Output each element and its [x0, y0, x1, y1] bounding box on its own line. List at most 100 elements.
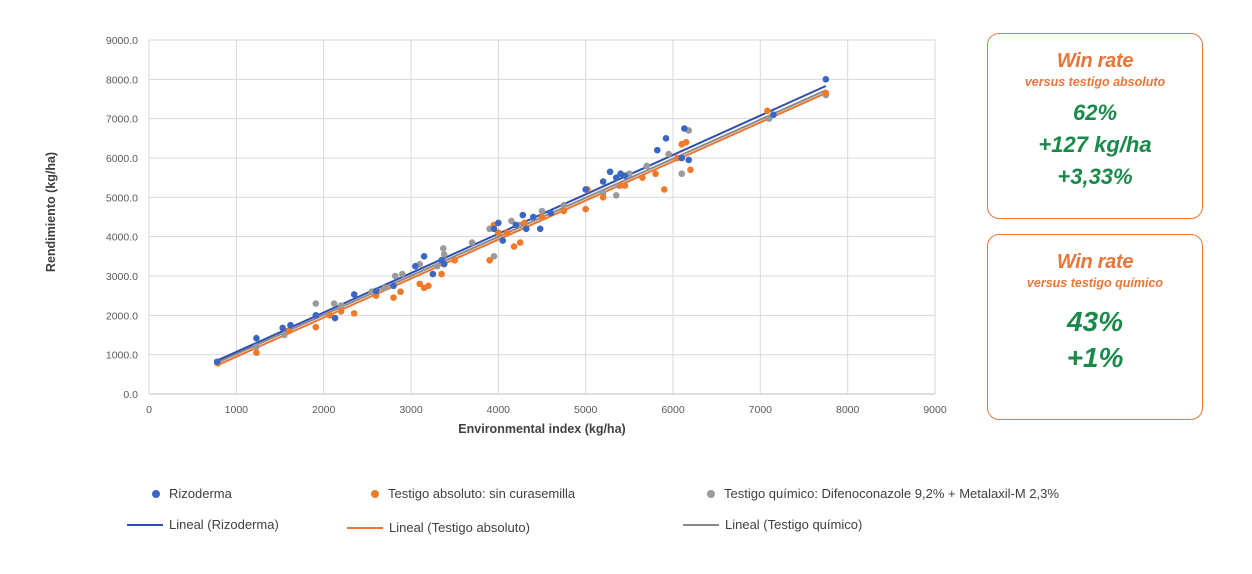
x-tick-label: 9000: [923, 404, 947, 416]
data-point: [606, 168, 614, 176]
data-point: [503, 229, 511, 237]
data-point: [312, 323, 320, 331]
legend-label: Lineal (Testigo absoluto): [389, 520, 530, 535]
data-point: [451, 256, 458, 264]
data-point: [253, 343, 260, 351]
legend-label: Testigo absoluto: sin curasemilla: [388, 486, 576, 501]
data-point: [285, 327, 293, 335]
legend-marker: [371, 489, 379, 498]
legend-label: Lineal (Testigo químico): [725, 517, 863, 532]
y-tick-label: 3000.0: [106, 271, 138, 283]
legend-marker: [152, 489, 160, 498]
y-axis-ticks: 0.0 1000.0 2000.0 3000.0 4000.0 5000.0 6000.0 7…: [106, 35, 138, 401]
data-point: [433, 262, 441, 270]
data-point: [822, 89, 830, 97]
y-tick-label: 2000.0: [106, 310, 138, 322]
legend-label: Lineal (Rizoderma): [169, 517, 279, 532]
data-point: [350, 291, 358, 298]
data-point: [582, 186, 589, 193]
legend-item-rizoderma: Rizoderma: [152, 486, 232, 501]
x-axis-label: Environmental index (kg/ha): [458, 422, 625, 436]
data-point: [822, 76, 830, 83]
data-point: [685, 156, 693, 164]
y-tick-label: 6000.0: [106, 153, 138, 165]
data-point: [770, 111, 777, 119]
data-point: [660, 186, 668, 193]
win-rate-value: 43%: [1066, 306, 1124, 337]
data-point: [372, 292, 380, 299]
legend-item-testigo-absoluto: Testigo absoluto: sin curasemilla: [371, 486, 575, 501]
data-point: [438, 270, 445, 278]
x-axis-ticks: 0 1000 2000 3000 4000 5000 6000 7000 8000 9000: [146, 404, 947, 416]
data-point: [621, 182, 629, 189]
legend-item-lineal-rizoderma: Lineal (Rizoderma): [127, 517, 279, 532]
data-point: [397, 288, 404, 296]
data-point: [420, 253, 428, 260]
data-point: [281, 331, 288, 339]
data-point: [279, 324, 286, 332]
y-tick-label: 1000.0: [106, 350, 138, 362]
card-subtitle: versus testigo químico: [1026, 276, 1164, 290]
data-point: [682, 138, 690, 146]
data-point: [612, 192, 620, 199]
legend-line-swatch: [347, 526, 383, 529]
data-point: [516, 239, 524, 246]
data-point: [687, 166, 694, 174]
data-point: [678, 154, 686, 162]
y-tick-label: 9000.0: [106, 35, 138, 47]
win-rate-card-quimico: Win rate versus testigo químico 43% +1%: [987, 234, 1203, 420]
data-point: [331, 314, 339, 322]
legend-marker: [707, 489, 715, 498]
data-point: [521, 219, 528, 227]
win-rate-value: 62%: [1072, 100, 1118, 125]
data-point: [440, 260, 448, 268]
data-point: [764, 107, 771, 115]
legend-item-lineal-quimico: Lineal (Testigo químico): [683, 517, 862, 532]
pct-difference-value: +3,33%: [1057, 164, 1133, 189]
y-tick-label: 7000.0: [106, 114, 138, 126]
data-point: [538, 207, 546, 215]
pct-difference-value: +1%: [1066, 342, 1124, 373]
data-point: [560, 207, 568, 215]
legend-line-swatch: [683, 523, 719, 526]
data-point: [490, 253, 498, 260]
x-tick-label: 6000: [661, 404, 685, 416]
data-point: [499, 237, 507, 244]
data-point: [643, 162, 651, 170]
data-point: [326, 312, 334, 319]
y-tick-label: 0.0: [123, 389, 138, 401]
legend-line-swatch: [127, 523, 163, 526]
data-point: [372, 287, 380, 295]
legend-item-testigo-quimico: Testigo químico: Difenoconazole 9,2% + M…: [707, 486, 1059, 501]
data-point: [337, 308, 345, 315]
data-point: [547, 209, 555, 217]
data-point: [416, 280, 424, 288]
data-point: [381, 284, 389, 292]
data-point: [522, 225, 530, 233]
x-tick-label: 4000: [487, 404, 511, 416]
win-rate-card-absoluto: Win rate versus testigo absoluto 62% +12…: [987, 33, 1203, 219]
data-point: [253, 334, 260, 342]
data-point: [639, 174, 646, 181]
data-point: [681, 125, 688, 132]
data-point: [287, 321, 294, 329]
data-point: [765, 115, 773, 122]
data-point: [337, 302, 345, 309]
x-tick-label: 0: [146, 404, 152, 416]
data-point: [390, 282, 397, 290]
data-point: [560, 201, 568, 209]
scatter-chart: 0.0 1000.0 2000.0 3000.0 4000.0 5000.0 6000.0 7…: [44, 35, 947, 436]
data-point: [490, 225, 498, 233]
y-tick-label: 5000.0: [106, 192, 138, 204]
x-tick-label: 1000: [225, 404, 249, 416]
data-point: [582, 205, 589, 213]
data-point: [495, 229, 502, 237]
x-tick-label: 8000: [836, 404, 860, 416]
data-point: [330, 300, 338, 307]
data-point: [412, 262, 419, 270]
data-point: [653, 146, 661, 154]
data-point: [512, 221, 520, 229]
data-point: [398, 270, 406, 278]
data-point: [508, 217, 515, 225]
data-point: [599, 178, 607, 185]
